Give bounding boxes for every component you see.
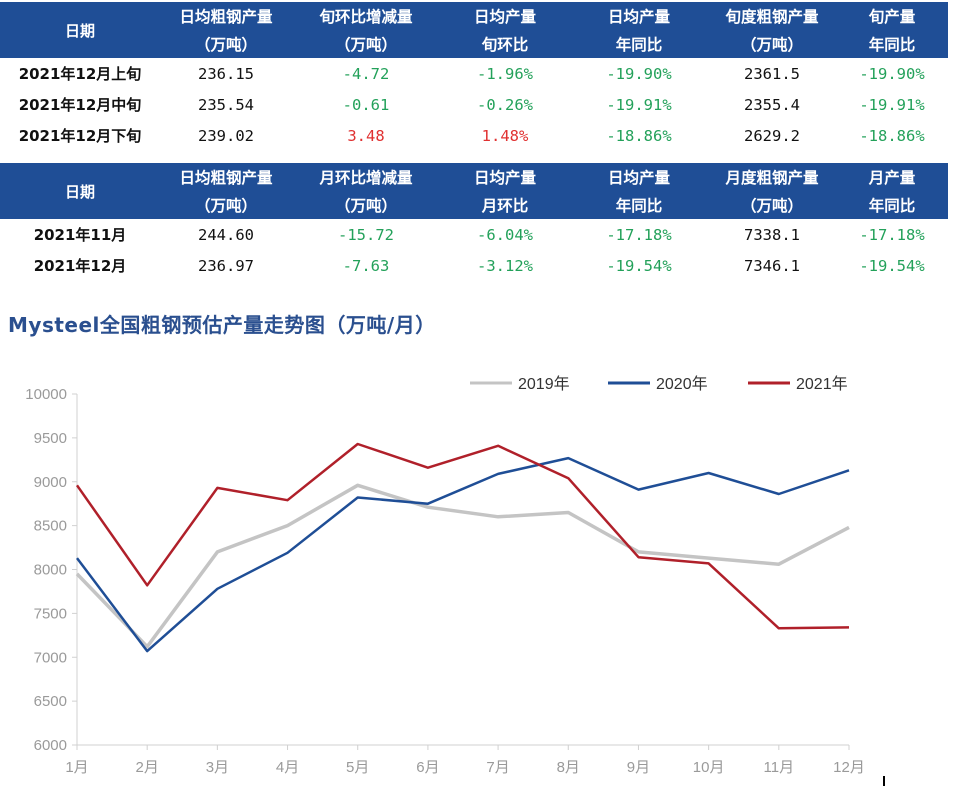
table-row: 2021年11月 244.60 -15.72 -6.04% -17.18% 73… bbox=[0, 219, 948, 250]
cell-mom: -1.96% bbox=[477, 64, 533, 83]
x-tick-label: 11月 bbox=[764, 759, 795, 776]
chart-title: Mysteel全国粗钢预估产量走势图（万吨/月） bbox=[8, 313, 436, 337]
cell-period-output: 7346.1 bbox=[744, 256, 800, 275]
table-row: 2021年12月上旬 236.15 -4.72 -1.96% -19.90% 2… bbox=[0, 58, 948, 89]
header-unit: （万吨） bbox=[292, 191, 440, 219]
y-tick-label: 6500 bbox=[34, 693, 67, 710]
cell-period-yoy: -19.91% bbox=[859, 95, 925, 114]
row-date: 2021年12月 bbox=[33, 257, 127, 275]
table-row: 2021年12月下旬 239.02 3.48 1.48% -18.86% 262… bbox=[0, 120, 948, 151]
cell-period-yoy: -17.18% bbox=[859, 225, 925, 244]
cell-yoy: -17.18% bbox=[606, 225, 672, 244]
cell-mom: -3.12% bbox=[477, 256, 533, 275]
x-tick-label: 5月 bbox=[346, 759, 369, 776]
weekly-output-table: 日期 日均粗钢产量 旬环比增减量 日均产量 日均产量 旬度粗钢产量 旬产量 （万… bbox=[0, 2, 948, 151]
header-daily-mom: 日均产量 bbox=[440, 163, 570, 191]
y-tick-label: 9500 bbox=[34, 430, 67, 447]
cell-daily-output: 244.60 bbox=[198, 225, 254, 244]
table-row: 2021年12月中旬 235.54 -0.61 -0.26% -19.91% 2… bbox=[0, 89, 948, 120]
x-tick-label: 3月 bbox=[206, 759, 229, 776]
y-tick-label: 8500 bbox=[34, 518, 67, 535]
header-period-output: 旬度粗钢产量 bbox=[708, 2, 836, 30]
header-unit: （万吨） bbox=[160, 30, 292, 58]
cell-yoy: -19.91% bbox=[606, 95, 672, 114]
cell-period-yoy: -18.86% bbox=[859, 126, 925, 145]
header-sub: 旬环比 bbox=[440, 30, 570, 58]
header-daily-yoy: 日均产量 bbox=[570, 2, 708, 30]
legend-label: 2021年 bbox=[796, 375, 848, 393]
header-unit: （万吨） bbox=[292, 30, 440, 58]
cell-mom: -0.26% bbox=[477, 95, 533, 114]
x-tick-label: 1月 bbox=[65, 759, 88, 776]
cell-period-output: 7338.1 bbox=[744, 225, 800, 244]
cell-change: -0.61 bbox=[342, 95, 390, 114]
legend-label: 2019年 bbox=[518, 375, 570, 393]
line-chart: 10000 9500 9000 8500 8000 7500 7000 6500 6000 1月 2… bbox=[25, 375, 865, 776]
y-tick-label: 10000 bbox=[25, 386, 67, 403]
cell-daily-output: 239.02 bbox=[198, 126, 254, 145]
row-date: 2021年11月 bbox=[33, 226, 127, 244]
cell-change: -7.63 bbox=[342, 256, 390, 275]
header-period-output: 月度粗钢产量 bbox=[708, 163, 836, 191]
header-sub: 月环比 bbox=[440, 191, 570, 219]
cell-period-yoy: -19.90% bbox=[859, 64, 925, 83]
row-date: 2021年12月中旬 bbox=[18, 96, 142, 114]
y-tick-label: 6000 bbox=[34, 737, 67, 754]
header-daily-mom: 日均产量 bbox=[440, 2, 570, 30]
monthly-output-table: 日期 日均粗钢产量 月环比增减量 日均产量 日均产量 月度粗钢产量 月产量 （万… bbox=[0, 163, 948, 281]
cell-yoy: -18.86% bbox=[606, 126, 672, 145]
cell-change: -15.72 bbox=[338, 225, 394, 244]
cell-yoy: -19.54% bbox=[606, 256, 672, 275]
x-tick-label: 12月 bbox=[833, 759, 865, 776]
cell-period-output: 2355.4 bbox=[744, 95, 800, 114]
header-daily-output: 日均粗钢产量 bbox=[160, 163, 292, 191]
y-tick-label: 7500 bbox=[34, 605, 67, 622]
header-sub: 年同比 bbox=[570, 30, 708, 58]
x-tick-label: 2月 bbox=[136, 759, 159, 776]
legend-label: 2020年 bbox=[656, 375, 708, 393]
header-daily-yoy: 日均产量 bbox=[570, 163, 708, 191]
cell-daily-output: 236.97 bbox=[198, 256, 254, 275]
cell-yoy: -19.90% bbox=[606, 64, 672, 83]
y-tick-label: 9000 bbox=[34, 474, 67, 491]
x-tick-label: 6月 bbox=[416, 759, 439, 776]
x-tick-label: 4月 bbox=[276, 759, 299, 776]
cell-change: 3.48 bbox=[347, 126, 385, 145]
edge-mark bbox=[883, 776, 885, 786]
y-tick-label: 8000 bbox=[34, 562, 67, 579]
series-line-2021年 bbox=[75, 442, 850, 630]
row-date: 2021年12月上旬 bbox=[18, 65, 142, 83]
series-line-2020年 bbox=[76, 456, 850, 653]
header-date: 日期 bbox=[0, 163, 160, 219]
x-tick-label: 10月 bbox=[693, 759, 725, 776]
header-sub: 年同比 bbox=[836, 30, 948, 58]
cell-period-output: 2361.5 bbox=[744, 64, 800, 83]
header-period-yoy: 月产量 bbox=[836, 163, 948, 191]
cell-period-output: 2629.2 bbox=[744, 126, 800, 145]
cell-mom: -6.04% bbox=[477, 225, 533, 244]
header-unit: （万吨） bbox=[708, 191, 836, 219]
header-sub: 年同比 bbox=[836, 191, 948, 219]
x-tick-label: 7月 bbox=[486, 759, 509, 776]
header-daily-output: 日均粗钢产量 bbox=[160, 2, 292, 30]
cell-change: -4.72 bbox=[342, 64, 390, 83]
cell-period-yoy: -19.54% bbox=[859, 256, 925, 275]
header-date: 日期 bbox=[0, 2, 160, 58]
table-row: 2021年12月 236.97 -7.63 -3.12% -19.54% 734… bbox=[0, 250, 948, 281]
header-unit: （万吨） bbox=[160, 191, 292, 219]
cell-mom: 1.48% bbox=[481, 126, 529, 145]
row-date: 2021年12月下旬 bbox=[18, 127, 142, 145]
header-change: 旬环比增减量 bbox=[292, 2, 440, 30]
series-line-2019年 bbox=[75, 483, 850, 649]
header-sub: 年同比 bbox=[570, 191, 708, 219]
x-tick-label: 9月 bbox=[627, 759, 650, 776]
header-unit: （万吨） bbox=[708, 30, 836, 58]
cell-daily-output: 235.54 bbox=[198, 95, 254, 114]
cell-daily-output: 236.15 bbox=[198, 64, 254, 83]
x-tick-label: 8月 bbox=[557, 759, 580, 776]
header-period-yoy: 旬产量 bbox=[836, 2, 948, 30]
y-tick-label: 7000 bbox=[34, 649, 67, 666]
header-change: 月环比增减量 bbox=[292, 163, 440, 191]
